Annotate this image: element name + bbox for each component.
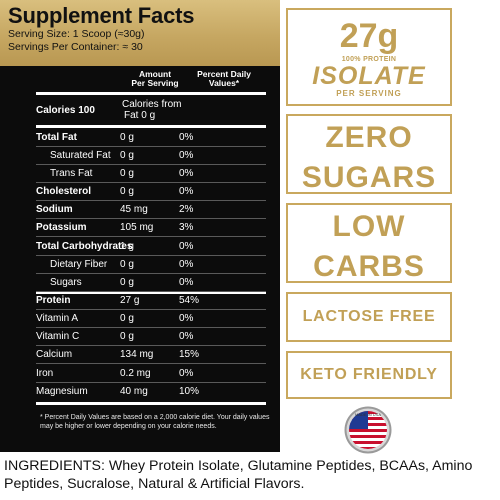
divider [36, 125, 266, 128]
nutrient-row: Iron 0.2 mg 0% [36, 363, 266, 382]
nutrient-label: Potassium [36, 222, 87, 233]
nutrient-percent: 54% [179, 295, 200, 306]
pdv-header-line2: Values* [208, 78, 240, 88]
per-serving-label: PER SERVING [336, 89, 402, 98]
nutrient-amount: 0 g [120, 186, 134, 197]
nutrient-amount: 0 g [120, 168, 134, 179]
nutrient-row: Potassium 105 mg 3% [36, 218, 266, 236]
nutrient-label: Calcium [36, 349, 73, 360]
supplement-facts-panel: Supplement Facts Serving Size: 1 Scoop (… [0, 0, 280, 452]
nutrient-label: Protein [36, 295, 71, 306]
nutrient-label: Vitamin A [36, 313, 79, 324]
amount-header-line1: Amount [138, 69, 172, 79]
nutrient-label: Cholesterol [36, 186, 92, 197]
nutrient-row: Dietary Fiber 0 g 0% [36, 255, 266, 273]
isolate-label: ISOLATE [312, 62, 426, 90]
nutrient-label: Magnesium [36, 386, 88, 397]
usa-flag-badge-icon: MADE IN USA [344, 406, 392, 454]
calories-from-fat-line1: Calories from [122, 99, 182, 110]
nutrient-row: Total Carbohydrates 1 g 0% [36, 236, 266, 255]
footnote: * Percent Daily Values are based on a 2,… [40, 414, 270, 430]
keto-friendly-badge: KETO FRIENDLY [286, 351, 452, 399]
pdv-column-header: Percent Daily Values* [184, 70, 264, 88]
nutrient-percent: 0% [179, 186, 194, 197]
protein-percent: 100% PROTEIN [341, 56, 397, 63]
nutrient-amount: 0 g [120, 131, 134, 143]
protein-isolate-badge: 27g 100% PROTEIN ISOLATE PER SERVING [286, 8, 452, 106]
nutrient-row: Protein 27 g 54% [36, 291, 266, 309]
nutrient-label: Vitamin C [36, 331, 80, 342]
calories-from-fat: Calories from Fat 0 g [122, 99, 212, 121]
nutrient-percent: 0% [179, 168, 194, 179]
nutrient-row: Vitamin C 0 g 0% [36, 327, 266, 345]
sugars-label: SUGARS [301, 161, 437, 194]
divider [36, 402, 266, 405]
nutrient-row: Magnesium 40 mg 10% [36, 382, 266, 400]
nutrient-row: Vitamin A 0 g 0% [36, 309, 266, 327]
nutrient-label: Total Fat [36, 131, 77, 143]
serving-size: Serving Size: 1 Scoop (≈30g) [8, 28, 145, 40]
nutrient-label: Total Carbohydrates [36, 240, 133, 252]
nutrient-row: Trans Fat 0 g 0% [36, 164, 266, 182]
low-label: LOW [332, 210, 406, 243]
nutrient-label: Iron [36, 367, 54, 379]
ingredients-text: INGREDIENTS: Whey Protein Isolate, Gluta… [4, 458, 473, 492]
facts-title: Supplement Facts [8, 3, 195, 28]
nutrient-amount: 0 g [120, 331, 134, 342]
nutrient-row: Total Fat 0 g 0% [36, 128, 266, 146]
nutrient-label: Sugars [50, 277, 82, 288]
servings-per-container: Servings Per Container: ≈ 30 [8, 41, 143, 53]
nutrient-amount: 0 g [120, 150, 134, 161]
facts-header: Supplement Facts Serving Size: 1 Scoop (… [0, 0, 280, 66]
nutrient-row: Sugars 0 g 0% [36, 273, 266, 291]
zero-label: ZERO [325, 121, 413, 154]
nutrient-amount: 0 g [120, 259, 134, 270]
calories-from-fat-line2: Fat 0 g [124, 110, 156, 121]
nutrient-percent: 2% [179, 204, 194, 215]
nutrient-label: Saturated Fat [50, 150, 111, 161]
flag-text: MADE IN USA [355, 412, 381, 417]
pdv-header-line1: Percent Daily [197, 69, 251, 79]
nutrient-label: Trans Fat [50, 168, 93, 179]
zero-sugars-badge: ZERO SUGARS [286, 114, 452, 194]
nutrient-row: Cholesterol 0 g 0% [36, 182, 266, 200]
nutrient-row: Calcium 134 mg 15% [36, 345, 266, 363]
nutrient-percent: 0% [179, 331, 194, 342]
nutrient-percent: 0% [179, 259, 194, 270]
nutrient-amount: 1 g [120, 240, 134, 252]
nutrient-amount: 105 mg [120, 222, 154, 233]
protein-amount: 27g [339, 17, 399, 55]
low-carbs-badge: LOW CARBS [286, 203, 452, 283]
nutrient-percent: 15% [179, 349, 200, 360]
nutrient-amount: 27 g [120, 295, 140, 306]
nutrient-percent: 0% [179, 150, 194, 161]
nutrient-amount: 0 g [120, 277, 134, 288]
divider [36, 291, 266, 294]
nutrient-percent: 0% [179, 367, 194, 379]
nutrient-amount: 134 mg [120, 349, 154, 360]
amount-header-line2: Per Serving [131, 78, 179, 88]
nutrient-label: Dietary Fiber [50, 259, 108, 270]
nutrient-percent: 0% [179, 240, 194, 252]
nutrient-label: Sodium [36, 204, 73, 215]
nutrient-percent: 0% [179, 131, 194, 143]
lactose-free-badge: LACTOSE FREE [286, 292, 452, 342]
calories-row: Calories 100 Calories from Fat 0 g [36, 96, 266, 124]
nutrient-percent: 0% [179, 313, 194, 324]
nutrient-amount: 40 mg [120, 386, 148, 397]
nutrient-percent: 10% [179, 386, 200, 397]
nutrient-row: Saturated Fat 0 g 0% [36, 146, 266, 164]
amount-column-header: Amount Per Serving [118, 70, 192, 88]
calories-label: Calories 100 [36, 104, 95, 116]
divider [36, 92, 266, 95]
nutrient-amount: 0.2 mg [120, 367, 151, 379]
nutrient-row: Sodium 45 mg 2% [36, 200, 266, 218]
nutrient-amount: 45 mg [120, 204, 148, 215]
nutrient-percent: 3% [179, 222, 194, 233]
carbs-label: CARBS [313, 250, 425, 283]
nutrient-amount: 0 g [120, 313, 134, 324]
nutrient-percent: 0% [179, 277, 194, 288]
